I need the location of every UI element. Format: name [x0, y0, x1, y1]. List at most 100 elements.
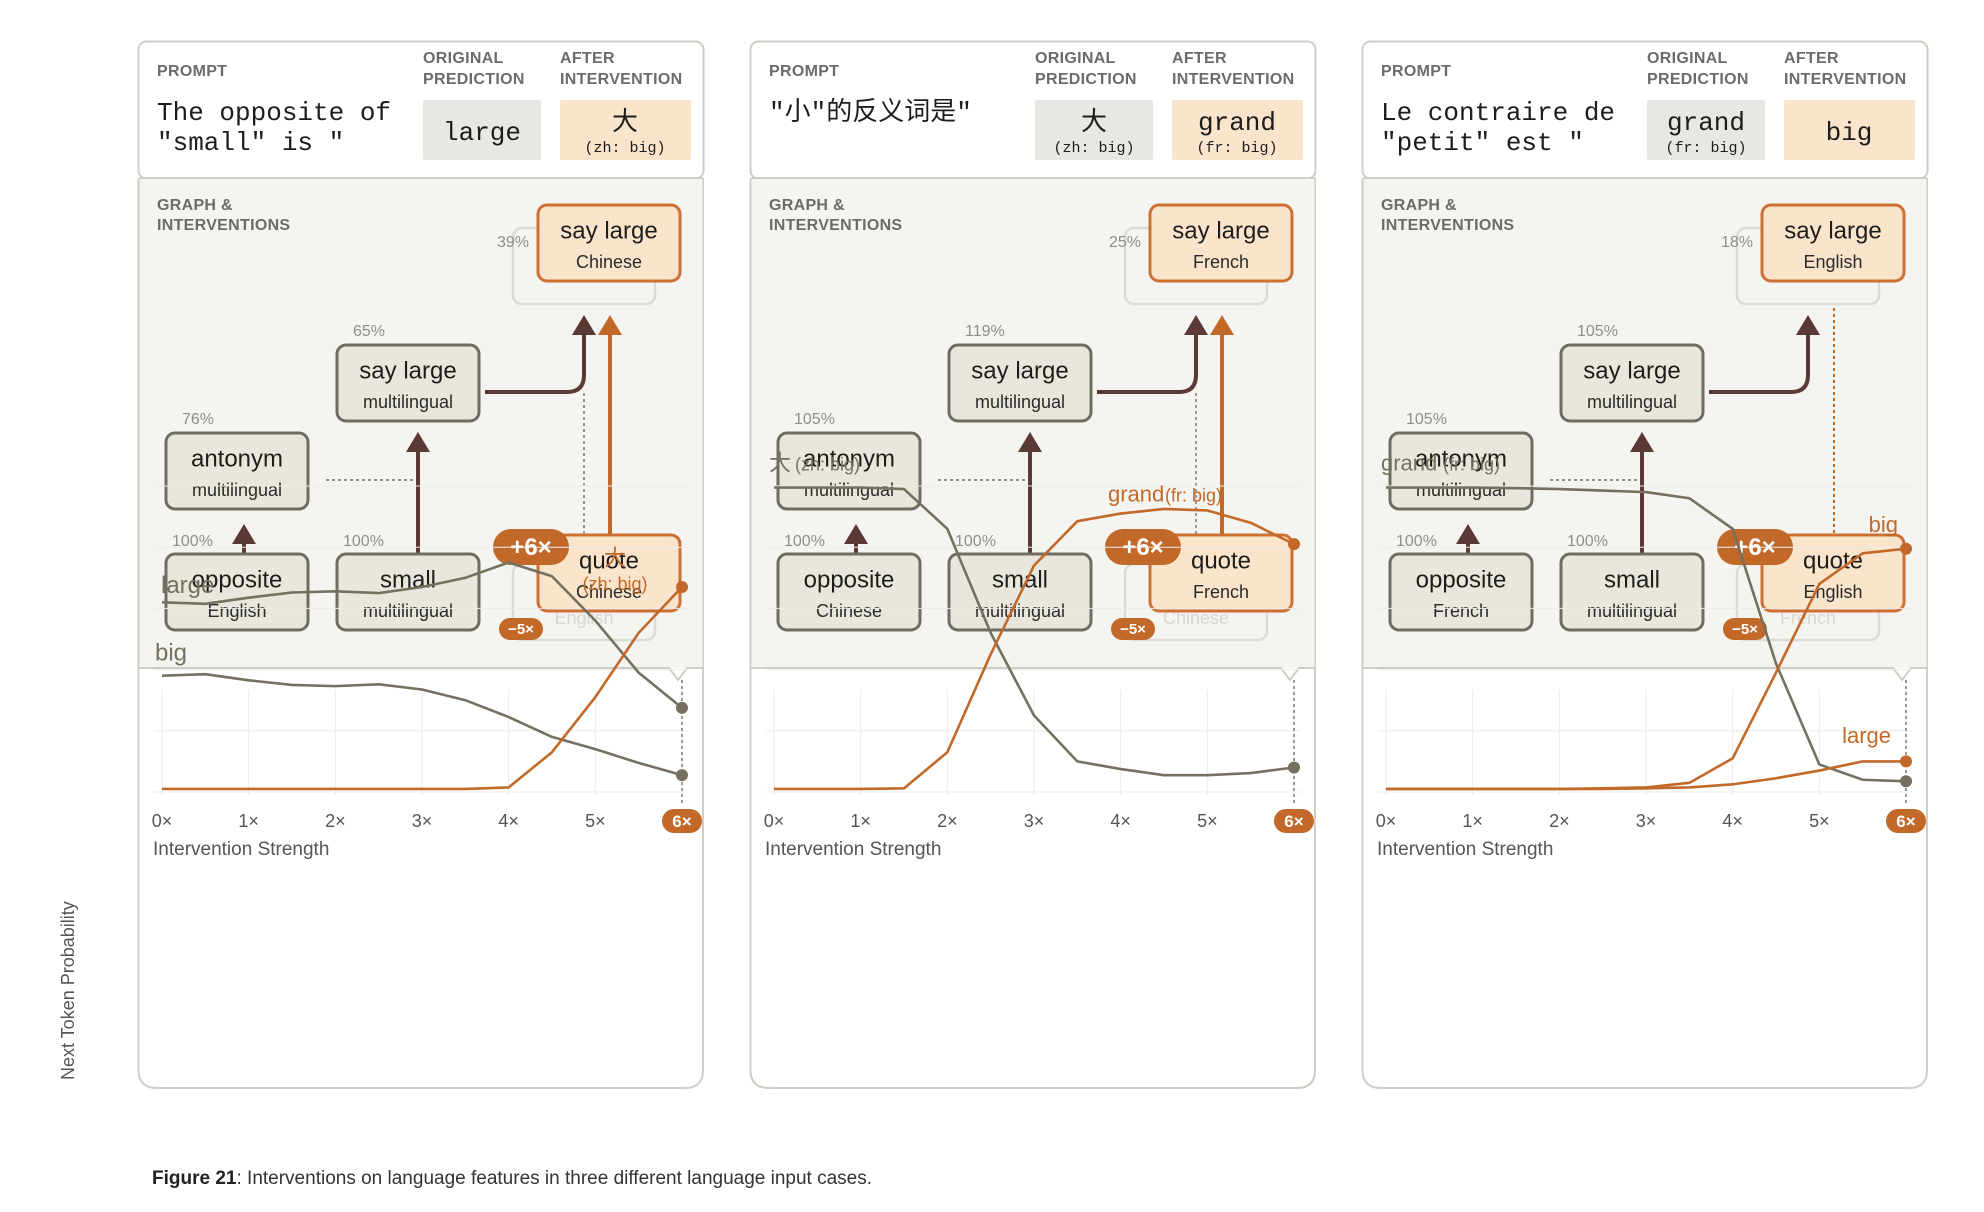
original-label-1: ORIGINAL [1647, 50, 1728, 67]
node-small-sub: multilingual [1587, 601, 1677, 621]
original-prediction-box [1647, 100, 1765, 160]
node-antonym-box [1388, 431, 1534, 511]
arrowhead-saylarge-lang [572, 315, 596, 335]
original-label-1: ORIGINAL [1035, 50, 1116, 67]
pct-antonym: 105% [794, 411, 835, 428]
node-small: small multilingual [1559, 552, 1705, 632]
node-saylarge-language-sub: French [1193, 252, 1249, 272]
graph-label-1: GRAPH & [1381, 197, 1457, 214]
panel-french: PROMPT ORIGINAL PREDICTION AFTER INTERVENTIO… [1361, 40, 1929, 1090]
x-tick-label: 1× [850, 811, 871, 831]
minus-badge: −5× [499, 618, 543, 640]
pct-saylarge-ml: 119% [965, 323, 1005, 340]
series-label-zh-sub: (zh: big) [582, 574, 647, 594]
series-line-0 [161, 561, 683, 709]
pct-small: 100% [343, 533, 384, 550]
original-label-2: PREDICTION [1035, 71, 1137, 88]
minus-badge-bg [499, 618, 543, 640]
pct-small: 100% [1567, 533, 1608, 550]
x-tick-label: 4× [1110, 811, 1131, 831]
node-saylarge-multilingual-sub: multilingual [975, 392, 1065, 412]
original-prediction-sub: (zh: big) [1053, 140, 1134, 157]
after-label-2: INTERVENTION [560, 71, 682, 88]
after-intervention-box [560, 100, 691, 160]
node-saylarge-language: say large Chinese [536, 203, 682, 283]
series-label-large: large [1842, 723, 1891, 748]
x-tick-highlight [1886, 809, 1926, 833]
node-saylarge-language: say large French [1148, 203, 1294, 283]
original-prediction-box [423, 100, 541, 160]
caption-text: : Interventions on language features in … [236, 1168, 873, 1189]
node-small-title: small [992, 566, 1048, 593]
ghost-language-text: French [1780, 608, 1836, 628]
after-intervention-box [1784, 100, 1915, 160]
node-antonym-title: antonym [191, 445, 283, 472]
graph-label-2: INTERVENTIONS [157, 217, 290, 234]
x-tick-highlight [1274, 809, 1314, 833]
pct-opposite: 100% [172, 533, 213, 550]
node-saylarge-language-sub: English [1803, 252, 1862, 272]
x-tick-label: 3× [1636, 811, 1657, 831]
x-tick-highlight [662, 809, 702, 833]
panel-border [137, 178, 704, 1089]
node-saylarge-multilingual-sub: multilingual [1587, 392, 1677, 412]
node-antonym-sub: multilingual [1416, 480, 1506, 500]
node-small-box [1559, 552, 1705, 632]
graph-label-1: GRAPH & [769, 197, 845, 214]
x-tick-label: 4× [1722, 811, 1743, 831]
node-opposite: opposite Chinese [776, 552, 922, 632]
node-opposite-sub: Chinese [816, 601, 882, 621]
graph-bottom-border [1363, 667, 1927, 682]
pct-saylarge-ml: 105% [1577, 323, 1618, 340]
node-opposite-title: opposite [1416, 566, 1507, 593]
prompt-text-line: Le contraire de [1381, 98, 1615, 128]
panel-svg: PROMPT ORIGINAL PREDICTION AFTER INTERVENTIO… [749, 40, 1317, 1089]
after-intervention: 大 [612, 107, 638, 138]
node-opposite-sub: English [207, 601, 266, 621]
series-label-large: large [161, 572, 214, 599]
prompt-text-line: "小"的反义词是" [769, 97, 972, 128]
caption-bold: Figure 21 [152, 1168, 237, 1189]
node-saylarge-language-box [536, 203, 682, 283]
node-saylarge-multilingual: say large multilingual [947, 343, 1093, 423]
after-label-2: INTERVENTION [1784, 71, 1906, 88]
node-saylarge-multilingual-sub: multilingual [363, 392, 453, 412]
node-saylarge-multilingual-title: say large [1583, 357, 1680, 384]
edge-saylarge-ml-lang [1709, 335, 1810, 394]
after-label-1: AFTER [1172, 50, 1227, 67]
node-opposite: opposite French [1388, 552, 1534, 632]
series-endpoint-0 [1900, 775, 1912, 788]
node-opposite-title: opposite [192, 566, 283, 593]
edge-saylarge-ml-lang [1097, 335, 1198, 394]
series-endpoint-0 [676, 701, 688, 714]
series-label-zh: 大 [604, 546, 626, 571]
original-label-2: PREDICTION [1647, 71, 1749, 88]
series-endpoint-1 [1288, 538, 1300, 551]
node-antonym-sub: multilingual [192, 480, 282, 500]
original-prediction-sub: (fr: big) [1665, 140, 1746, 157]
x-tick-label: 2× [937, 811, 958, 831]
x-tick-label: 0× [764, 811, 785, 831]
x-tick-label: 2× [325, 811, 346, 831]
arrowhead-antonym [844, 524, 868, 544]
node-saylarge-language-box [1760, 203, 1906, 283]
series-label-grand: grand [1381, 451, 1437, 476]
node-saylarge-multilingual: say large multilingual [1559, 343, 1705, 423]
node-antonym-sub: multilingual [804, 480, 894, 500]
pct-small: 100% [955, 533, 996, 550]
x-tick-label: 3× [412, 811, 433, 831]
arrowhead-antonym [232, 524, 256, 544]
node-saylarge-multilingual-box [335, 343, 481, 423]
x-axis-label: Intervention Strength [1377, 839, 1553, 860]
series-label-grand-sub: (fr: big) [1165, 485, 1222, 505]
node-saylarge-multilingual-box [1559, 343, 1705, 423]
figure-caption: Figure 21: Interventions on language fea… [152, 1168, 872, 1190]
after-intervention: grand [1198, 108, 1276, 138]
ghost-language-text: Chinese [1163, 608, 1229, 628]
after-intervention-sub: (fr: big) [1196, 140, 1277, 157]
node-antonym-title: antonym [1415, 445, 1507, 472]
panel-border [749, 178, 1316, 1089]
pct-opposite: 100% [784, 533, 825, 550]
series-label-big: big [1869, 512, 1898, 537]
x-tick-label: 0× [152, 811, 173, 831]
